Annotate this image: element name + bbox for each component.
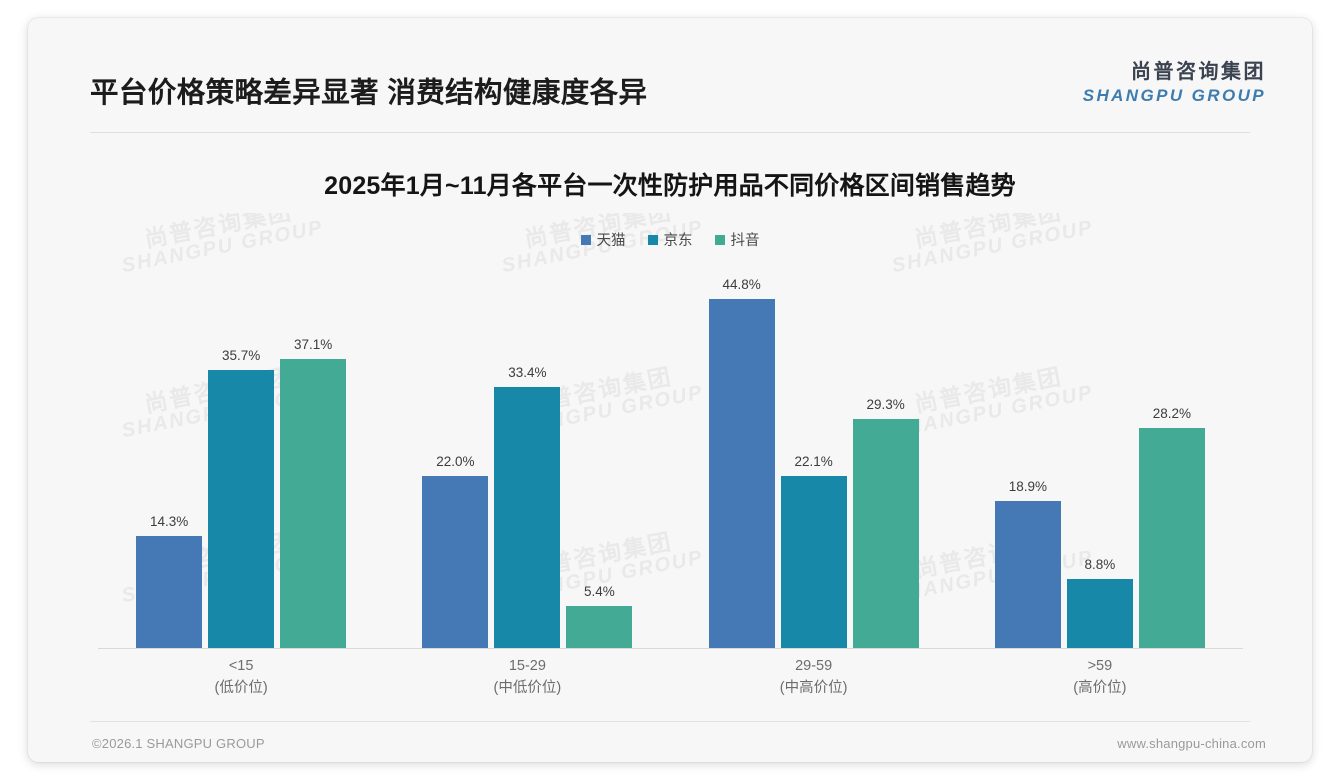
brand-name-en: SHANGPU GROUP (1082, 86, 1266, 105)
slide-header: 平台价格策略差异显著 消费结构健康度各异 尚普咨询集团 SHANGPU GROU… (28, 18, 1312, 133)
bar-column: 37.1% (280, 258, 347, 648)
chart-title: 2025年1月~11月各平台一次性防护用品不同价格区间销售趋势 (324, 172, 1016, 200)
bar-column: 29.3% (852, 258, 919, 648)
bar-value-label: 18.9% (1008, 478, 1048, 494)
page-title: 平台价格策略差异显著 消费结构健康度各异 (90, 77, 648, 109)
bar-column: 44.8% (708, 258, 775, 648)
x-axis-tick: >59 (高价位) (957, 656, 1243, 700)
x-axis-labels: <15 (低价位) 15-29 (中低价位) 29-59 (中高价位) >59 (高价位) (98, 656, 1243, 700)
brand-name-cn: 尚普咨询集团 (1131, 61, 1266, 83)
bar-value-label: 29.3% (866, 397, 905, 413)
x-axis-tick: 15-29 (中低价位) (384, 656, 670, 700)
legend-swatch-icon (647, 234, 658, 245)
bar[interactable] (1138, 428, 1205, 648)
bar-column: 22.1% (780, 258, 847, 648)
bar-value-label: 5.4% (583, 583, 615, 599)
bar-group: 44.8% 22.1% 29.3% (671, 258, 957, 648)
x-axis-tick: <15 (低价位) (98, 656, 384, 700)
legend-item-抖音[interactable]: 抖音 (714, 229, 760, 250)
bar-value-label: 44.8% (722, 276, 761, 292)
x-axis-tick: 29-59 (中高价位) (671, 656, 957, 700)
x-axis-tick-sublabel: (中高价位) (779, 679, 848, 696)
bar-value-label: 37.1% (293, 336, 333, 352)
bar-value-label: 33.4% (508, 365, 547, 381)
bar-column: 35.7% (208, 258, 275, 648)
footer-website[interactable]: www.shangpu-china.com (1117, 736, 1266, 751)
legend-swatch-icon (580, 234, 591, 245)
bar-value-label: 28.2% (1152, 406, 1192, 422)
legend-item-天猫[interactable]: 天猫 (580, 229, 626, 250)
bar-column: 8.8% (1066, 258, 1133, 648)
legend-label: 京东 (663, 233, 693, 249)
bar[interactable] (208, 369, 275, 648)
header-divider (90, 132, 1250, 133)
bar[interactable] (1066, 579, 1133, 648)
x-axis-tick-sublabel: (高价位) (1073, 679, 1127, 696)
x-axis-tick-sublabel: (中低价位) (493, 679, 562, 696)
bar-column: 18.9% (994, 258, 1061, 648)
x-axis-tick-label: 15-29 (508, 658, 546, 674)
bar-column: 28.2% (1138, 258, 1205, 648)
slide-canvas: 平台价格策略差异显著 消费结构健康度各异 尚普咨询集团 SHANGPU GROU… (28, 18, 1312, 762)
bar-column: 5.4% (566, 258, 633, 648)
bar[interactable] (494, 387, 561, 648)
legend-item-京东[interactable]: 京东 (647, 229, 693, 250)
brand-logo: 尚普咨询集团 SHANGPU GROUP (1083, 62, 1266, 104)
bar-value-label: 22.1% (794, 453, 833, 469)
bar[interactable] (708, 298, 775, 648)
bar-value-label: 8.8% (1084, 557, 1116, 573)
bar[interactable] (422, 476, 489, 648)
x-axis-line (98, 648, 1243, 649)
legend-label: 天猫 (596, 233, 626, 249)
bar-group: 22.0% 33.4% 5.4% (384, 258, 670, 648)
bar-groups: 14.3% 35.7% 37.1% 22.0% 33.4% 5.4% 44.8% 22.1% 2… (98, 258, 1243, 648)
footer-copyright: ©2026.1 SHANGPU GROUP (92, 736, 265, 751)
legend-label: 抖音 (730, 233, 760, 249)
footer-divider (90, 721, 1250, 722)
bar[interactable] (780, 475, 847, 648)
bar[interactable] (280, 358, 347, 648)
bar[interactable] (994, 500, 1061, 648)
bar[interactable] (566, 605, 633, 648)
bar-column: 22.0% (422, 258, 489, 648)
chart-legend: 天猫 京东 抖音 (28, 229, 1312, 250)
chart-plot-area: 尚普咨询集团 SHANGPU GROUP 尚普咨询集团 SHANGPU GROUP 尚普… (98, 213, 1243, 649)
bar[interactable] (852, 419, 919, 648)
bar[interactable] (136, 536, 203, 648)
legend-swatch-icon (714, 234, 725, 245)
x-axis-tick-label: 29-59 (795, 658, 833, 674)
bar-column: 33.4% (494, 258, 561, 648)
bar-value-label: 14.3% (149, 514, 189, 530)
bar-group: 14.3% 35.7% 37.1% (98, 258, 384, 648)
bar-value-label: 22.0% (436, 454, 475, 470)
x-axis-tick-sublabel: (低价位) (214, 679, 268, 696)
bar-group: 18.9% 8.8% 28.2% (957, 258, 1243, 648)
x-axis-tick-label: <15 (228, 658, 254, 674)
bar-column: 14.3% (136, 258, 203, 648)
x-axis-tick-label: >59 (1087, 658, 1113, 674)
bar-value-label: 35.7% (221, 347, 261, 363)
